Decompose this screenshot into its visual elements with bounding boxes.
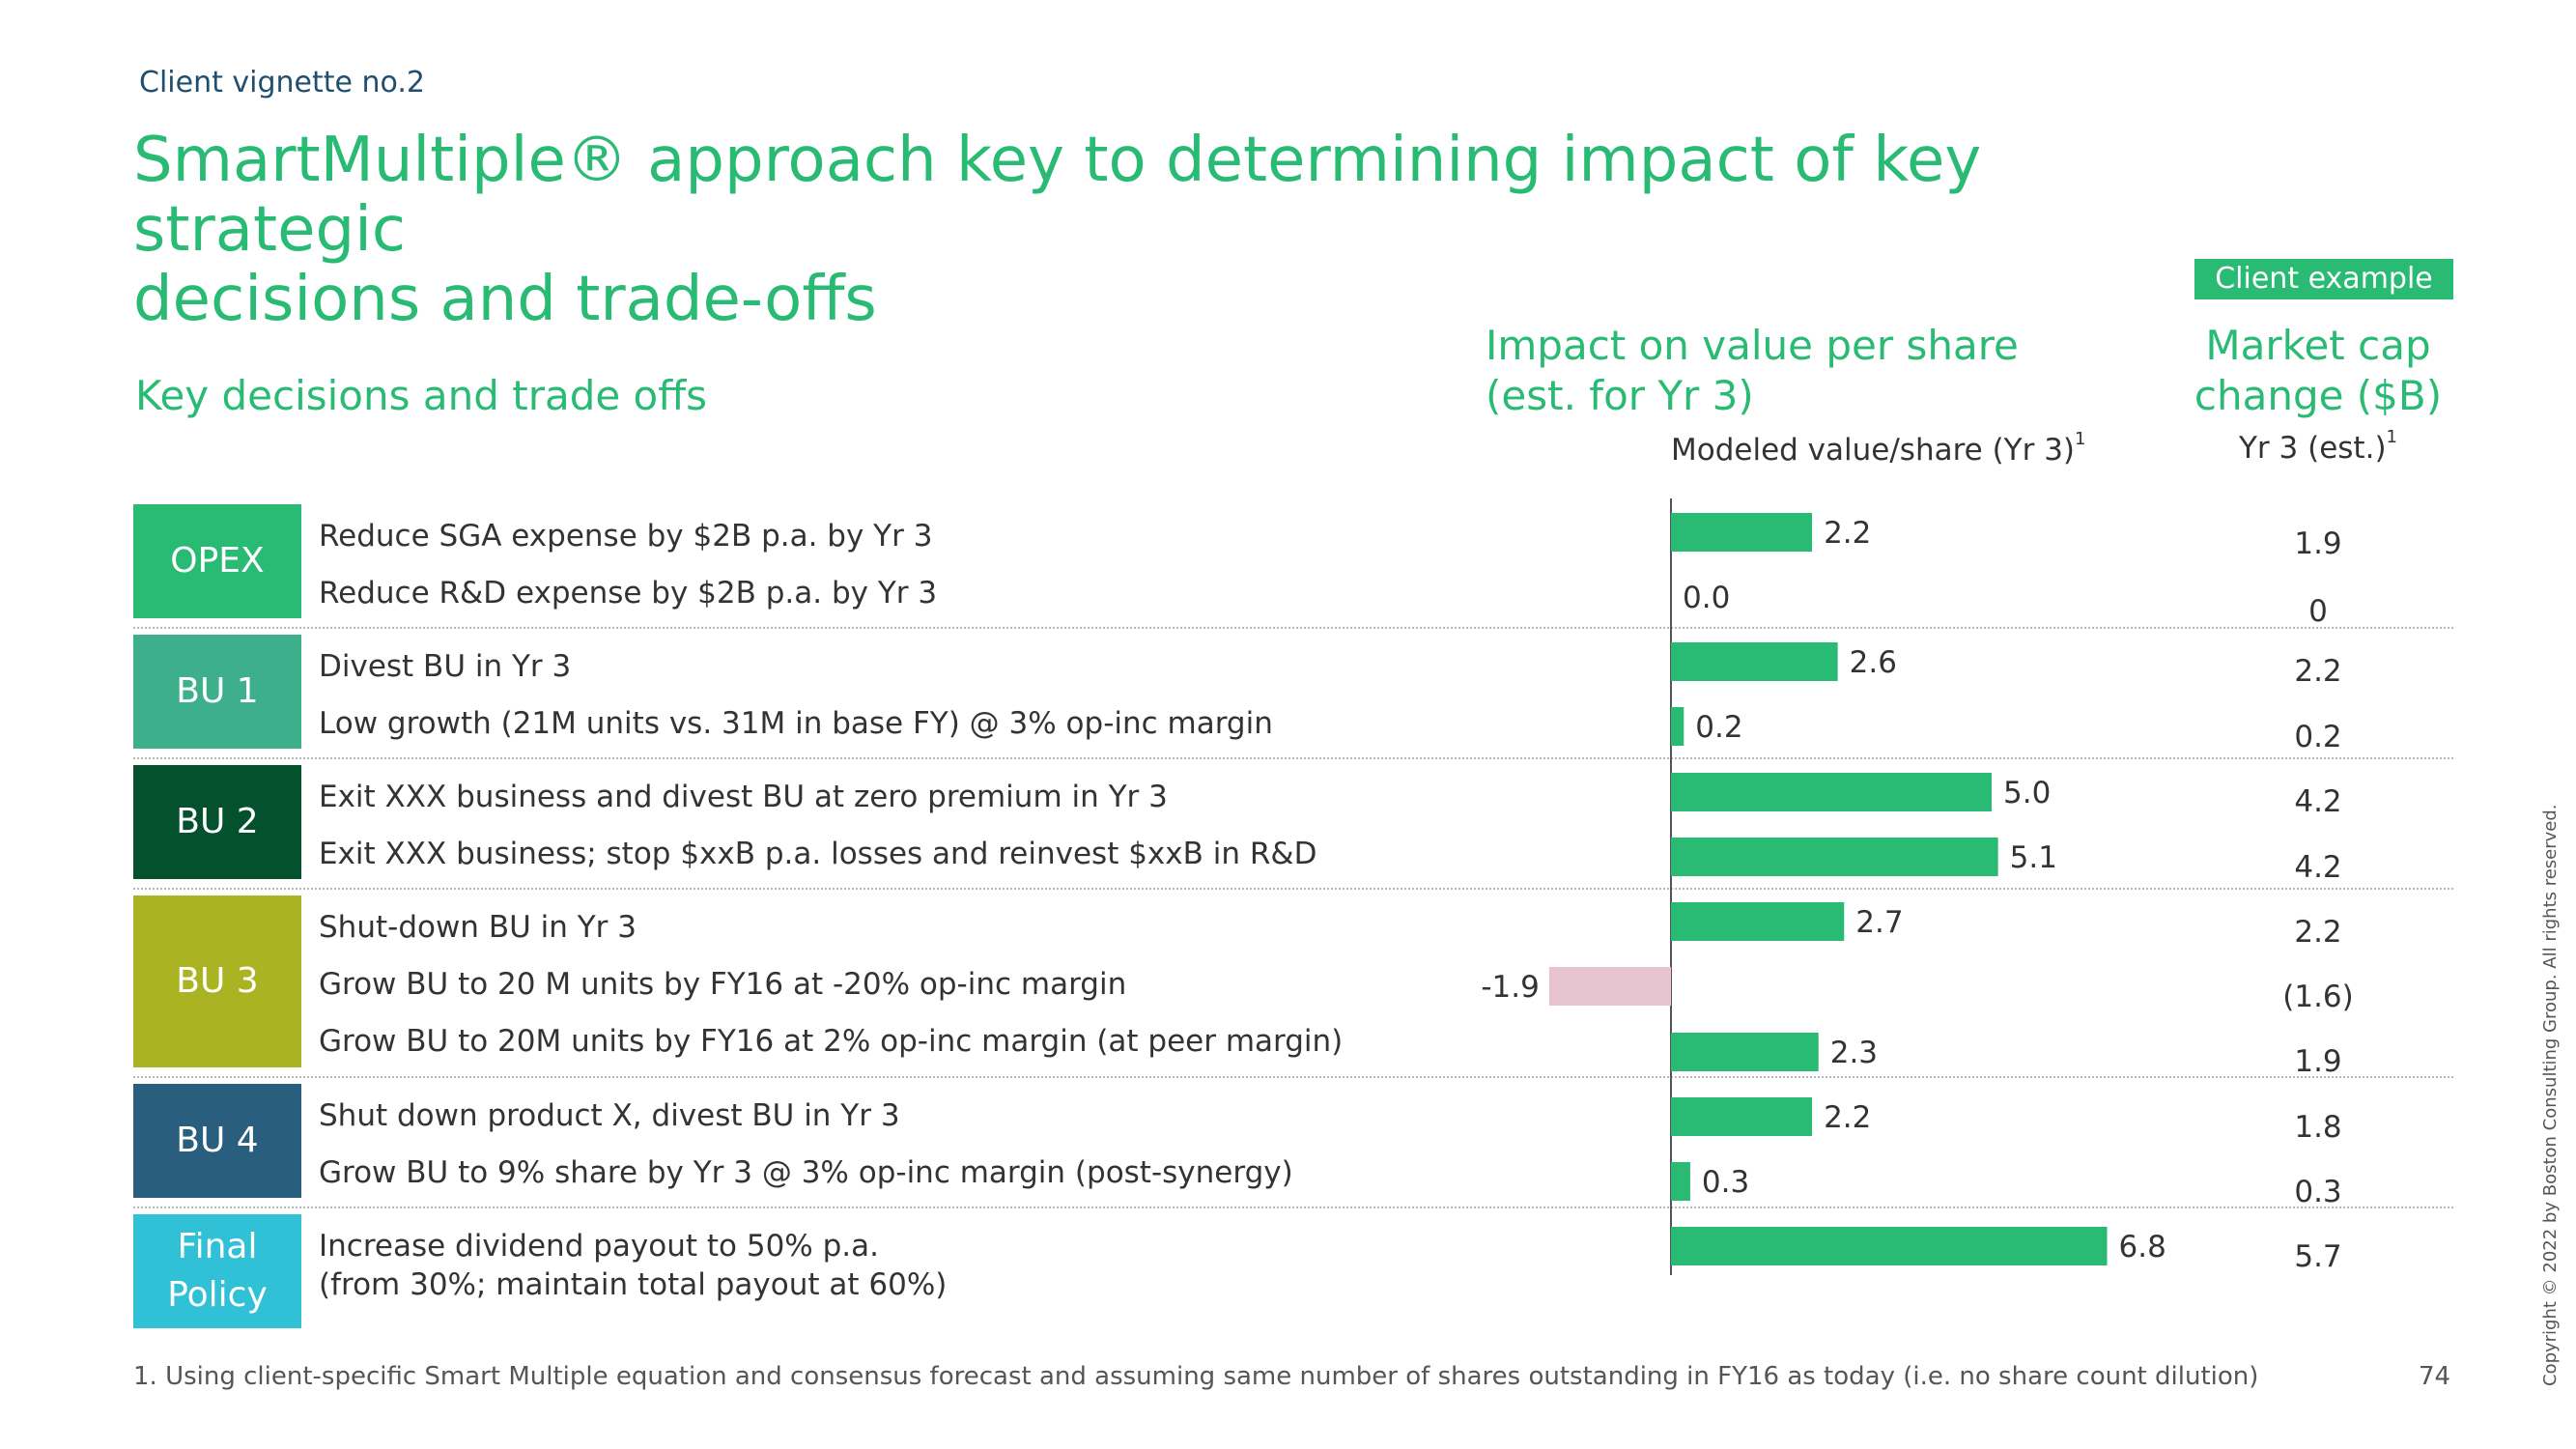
row-label-grow-neg-margin: Grow BU to 20 M units by FY16 at -20% op… bbox=[319, 967, 1127, 1002]
impact-header-line-1: Impact on value per share bbox=[1486, 322, 2019, 369]
final-policy-line-1: Final bbox=[177, 1227, 258, 1266]
yr3-footnote-marker: 1 bbox=[2386, 427, 2397, 447]
bar-11 bbox=[1671, 1227, 2108, 1265]
bar-value-label-11: 6.8 bbox=[2119, 1230, 2166, 1264]
bar-4 bbox=[1671, 773, 1992, 811]
mcap-value: 5.7 bbox=[2294, 1239, 2342, 1274]
mcap-value: 1.8 bbox=[2294, 1110, 2342, 1145]
yr3-label-text: Yr 3 (est.) bbox=[2239, 431, 2387, 466]
bar-value-label-7: -1.9 bbox=[1481, 970, 1540, 1005]
category-final-policy: Final Policy bbox=[133, 1214, 301, 1328]
copyright-notice: Copyright © 2022 by Boston Consulting Gr… bbox=[2540, 804, 2561, 1386]
row-label-shutdown-product-x: Shut down product X, divest BU in Yr 3 bbox=[319, 1098, 900, 1133]
bar-value-label-2: 2.6 bbox=[1850, 645, 1897, 680]
row-label-shutdown-bu3: Shut-down BU in Yr 3 bbox=[319, 910, 637, 945]
row-label-rnd: Reduce R&D expense by $2B p.a. by Yr 3 bbox=[319, 576, 938, 611]
group-separator bbox=[133, 757, 2453, 759]
bar-value-label-9: 2.2 bbox=[1824, 1100, 1871, 1135]
row-label-low-growth: Low growth (21M units vs. 31M in base FY… bbox=[319, 706, 1273, 741]
bar-value-label-5: 5.1 bbox=[2010, 840, 2057, 875]
mcap-value: 4.2 bbox=[2294, 784, 2342, 819]
row-label-divest-bu1: Divest BU in Yr 3 bbox=[319, 649, 572, 684]
mcap-value: 1.9 bbox=[2294, 526, 2342, 561]
bar-5 bbox=[1671, 838, 1998, 876]
bar-value-label-10: 0.3 bbox=[1702, 1165, 1749, 1200]
category-bu2: BU 2 bbox=[133, 765, 301, 879]
modeled-value-axis-label: Modeled value/share (Yr 3)1 bbox=[1671, 429, 2085, 468]
bar-value-label-6: 2.7 bbox=[1855, 905, 1903, 940]
mcap-value: 4.2 bbox=[2294, 850, 2342, 885]
modeled-footnote-marker: 1 bbox=[2075, 429, 2086, 449]
group-separator bbox=[133, 888, 2453, 890]
bar-10 bbox=[1671, 1162, 1690, 1201]
bar-9 bbox=[1671, 1097, 1813, 1136]
bar-6 bbox=[1671, 902, 1845, 941]
bar-7 bbox=[1548, 967, 1671, 1006]
row-label-exit-divest: Exit XXX business and divest BU at zero … bbox=[319, 780, 1168, 814]
category-bu1: BU 1 bbox=[133, 635, 301, 749]
mcap-value: 0 bbox=[2308, 594, 2328, 629]
title-line-1: SmartMultiple® approach key to determini… bbox=[133, 125, 1982, 266]
page-number: 74 bbox=[2419, 1362, 2451, 1391]
client-example-badge: Client example bbox=[2194, 259, 2453, 299]
mcap-value: 1.9 bbox=[2294, 1044, 2342, 1079]
impact-column-header: Impact on value per share (est. for Yr 3… bbox=[1486, 321, 2019, 421]
zero-axis-line bbox=[1670, 498, 1672, 1275]
row-label-grow-share: Grow BU to 9% share by Yr 3 @ 3% op-inc … bbox=[319, 1155, 1293, 1190]
group-separator bbox=[133, 1207, 2453, 1208]
bar-value-label-3: 0.2 bbox=[1695, 710, 1742, 745]
group-separator bbox=[133, 1076, 2453, 1078]
row-label-dividend-line-1: Increase dividend payout to 50% p.a. bbox=[319, 1229, 879, 1264]
yr3-estimate-label: Yr 3 (est.)1 bbox=[2202, 427, 2434, 466]
mcap-value: 0.2 bbox=[2294, 720, 2342, 754]
bar-value-label-1: 0.0 bbox=[1683, 581, 1730, 615]
row-label-dividend-line-2: (from 30%; maintain total payout at 60%) bbox=[319, 1267, 948, 1302]
bar-value-label-0: 2.2 bbox=[1824, 516, 1871, 551]
bar-0 bbox=[1671, 513, 1813, 552]
title-line-2: decisions and trade-offs bbox=[133, 264, 877, 335]
group-separator bbox=[133, 627, 2453, 629]
mcap-value: (1.6) bbox=[2282, 980, 2354, 1014]
bar-8 bbox=[1671, 1033, 1819, 1071]
mcap-value: 2.2 bbox=[2294, 654, 2342, 689]
final-policy-line-2: Policy bbox=[167, 1275, 268, 1315]
page-title: SmartMultiple® approach key to determini… bbox=[133, 126, 2258, 334]
category-opex: OPEX bbox=[133, 504, 301, 618]
mcap-value: 2.2 bbox=[2294, 915, 2342, 950]
row-label-grow-peer-margin: Grow BU to 20M units by FY16 at 2% op-in… bbox=[319, 1024, 1344, 1059]
category-bu3: BU 3 bbox=[133, 895, 301, 1067]
mcap-header-line-1: Market cap bbox=[2205, 322, 2431, 369]
category-bu4: BU 4 bbox=[133, 1084, 301, 1198]
bar-2 bbox=[1671, 642, 1838, 681]
impact-header-line-2: (est. for Yr 3) bbox=[1486, 372, 1754, 419]
modeled-label-text: Modeled value/share (Yr 3) bbox=[1671, 433, 2076, 468]
vignette-label: Client vignette no.2 bbox=[139, 66, 425, 99]
bar-3 bbox=[1671, 707, 1684, 746]
bar-value-label-4: 5.0 bbox=[2003, 776, 2051, 810]
market-cap-column-header: Market cap change ($B) bbox=[2185, 321, 2451, 421]
mcap-header-line-2: change ($B) bbox=[2194, 372, 2443, 419]
row-label-sga: Reduce SGA expense by $2B p.a. by Yr 3 bbox=[319, 519, 933, 554]
bar-value-label-8: 2.3 bbox=[1830, 1036, 1878, 1070]
decisions-column-header: Key decisions and trade offs bbox=[135, 372, 708, 419]
mcap-value: 0.3 bbox=[2294, 1175, 2342, 1209]
row-label-exit-reinvest: Exit XXX business; stop $xxB p.a. losses… bbox=[319, 837, 1317, 871]
footnote: 1. Using client-specific Smart Multiple … bbox=[133, 1362, 2259, 1391]
